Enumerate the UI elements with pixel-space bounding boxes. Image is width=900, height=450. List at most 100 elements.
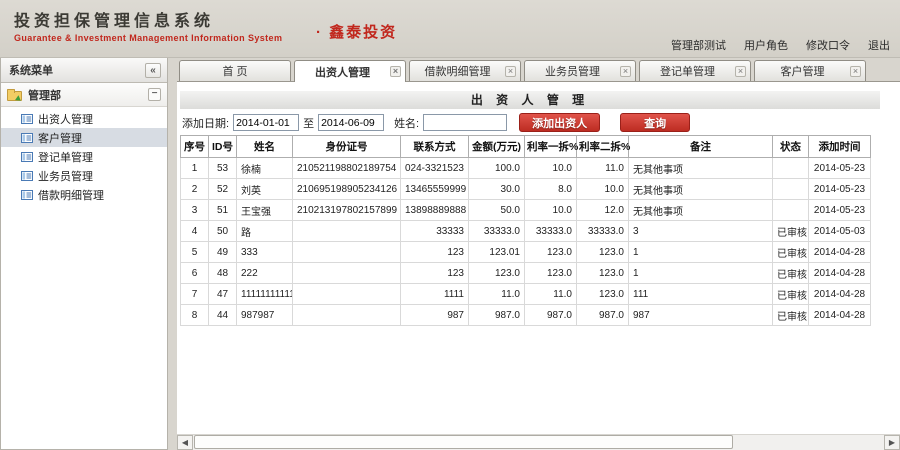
cell: 3 — [180, 199, 209, 221]
cell: 49 — [208, 241, 237, 263]
cell: 987.0 — [524, 304, 577, 326]
cell: 已审核 — [772, 283, 809, 305]
column-header: 身份证号 — [292, 135, 401, 158]
scroll-left-icon[interactable]: ◀ — [177, 435, 193, 450]
cell: 2014-05-23 — [808, 199, 871, 221]
sidebar-item-0[interactable]: 出资人管理 — [1, 109, 167, 128]
tab-label: 登记单管理 — [660, 66, 715, 78]
column-header: 添加时间 — [808, 135, 871, 158]
cell: 2014-05-03 — [808, 220, 871, 242]
sidebar-title: 系统菜单 — [9, 65, 53, 77]
cell: 30.0 — [468, 178, 525, 200]
table-row[interactable]: 6 48 222 123 123.0 123.0 123.0 1 已审核 2014-04-28 — [180, 262, 871, 284]
cell: 10.0 — [576, 178, 629, 200]
app-title: 投资担保管理信息系统 — [14, 13, 215, 30]
cell: 33333.0 — [468, 220, 525, 242]
tab-5[interactable]: 客户管理 × — [754, 60, 866, 81]
cell: 无其他事项 — [628, 178, 773, 200]
cell: 3 — [628, 220, 773, 242]
sidebar-group-header[interactable]: 管理部 − — [1, 83, 167, 107]
add-investor-button[interactable]: 添加出资人 — [519, 113, 601, 132]
cell: 123 — [400, 241, 469, 263]
sidebar-item-label: 客户管理 — [38, 132, 82, 145]
tab-2[interactable]: 借款明细管理 × — [409, 60, 521, 81]
list-icon — [21, 151, 33, 163]
cell: 123.01 — [468, 241, 525, 263]
user-link-0[interactable]: 管理部测试 — [671, 40, 726, 52]
cell: 33333.0 — [524, 220, 577, 242]
cell: 222 — [236, 262, 293, 284]
name-input[interactable] — [423, 114, 508, 131]
cell: 51 — [208, 199, 237, 221]
date-from-input[interactable] — [233, 114, 300, 131]
cell: 987987 — [236, 304, 293, 326]
cell: 11.0 — [576, 157, 629, 179]
tab-4[interactable]: 登记单管理 × — [639, 60, 751, 81]
column-header: 金额(万元) — [468, 135, 525, 158]
tab-close-icon[interactable]: × — [505, 65, 516, 77]
query-button[interactable]: 查询 — [620, 113, 691, 132]
sidebar-item-2[interactable]: 登记单管理 — [1, 147, 167, 166]
date-to-input[interactable] — [318, 114, 385, 131]
collapse-minus-icon[interactable]: − — [148, 88, 161, 101]
cell: 刘英 — [236, 178, 293, 200]
tab-0[interactable]: 首 页 — [179, 60, 291, 81]
cell: 11.0 — [468, 283, 525, 305]
scrollbar-track[interactable] — [193, 435, 884, 450]
cell: 123 — [400, 262, 469, 284]
cell — [292, 220, 401, 242]
tab-close-icon[interactable]: × — [735, 65, 746, 77]
cell: 8 — [180, 304, 209, 326]
sidebar-item-label: 业务员管理 — [38, 170, 93, 183]
tab-1[interactable]: 出资人管理 × — [294, 60, 406, 82]
tab-3[interactable]: 业务员管理 × — [524, 60, 636, 81]
list-icon — [21, 113, 33, 125]
column-header: 利率二拆% — [576, 135, 630, 158]
tab-close-icon[interactable]: × — [850, 65, 861, 77]
cell: 333 — [236, 241, 293, 263]
sidebar-item-1[interactable]: 客户管理 — [1, 128, 167, 147]
table-row[interactable]: 8 44 987987 987 987.0 987.0 987.0 987 已审核 2014-04… — [180, 304, 871, 326]
filter-bar: 添加日期: 至 姓名: 添加出资人 查询 — [180, 109, 880, 135]
user-link-3[interactable]: 退出 — [868, 40, 890, 52]
cell: 已审核 — [772, 304, 809, 326]
sidebar-item-4[interactable]: 借款明细管理 — [1, 185, 167, 204]
scroll-right-icon[interactable]: ▶ — [884, 435, 900, 450]
cell: 53 — [208, 157, 237, 179]
cell: 13465559999 — [400, 178, 469, 200]
name-label: 姓名: — [394, 117, 420, 130]
cell: 024-3321523 — [400, 157, 469, 179]
user-link-2[interactable]: 修改口令 — [806, 40, 850, 52]
cell: 王宝强 — [236, 199, 293, 221]
cell: 123.0 — [576, 262, 629, 284]
cell: 5 — [180, 241, 209, 263]
tab-close-icon[interactable]: × — [620, 65, 631, 77]
cell — [292, 283, 401, 305]
cell: 50 — [208, 220, 237, 242]
sidebar-item-3[interactable]: 业务员管理 — [1, 166, 167, 185]
horizontal-scrollbar[interactable]: ◀ ▶ — [177, 434, 900, 450]
table-row[interactable]: 7 47 11111111111 1111 11.0 11.0 123.0 111 已审核 201… — [180, 283, 871, 305]
cell: 123.0 — [524, 262, 577, 284]
scrollbar-thumb[interactable] — [194, 435, 733, 449]
table-row[interactable]: 5 49 333 123 123.01 123.0 123.0 1 已审核 2014-04-28 — [180, 241, 871, 263]
sidebar-collapse-icon[interactable]: « — [145, 62, 161, 78]
cell: 210521198802189754 — [292, 157, 401, 179]
investor-panel: 出 资 人 管 理 添加日期: 至 姓名: 添加出资人 查询 序号ID号姓名身份… — [177, 82, 900, 450]
table-row[interactable]: 2 52 刘英 210695198905234126 13465559999 30.0 8.… — [180, 178, 871, 200]
cell: 123.0 — [524, 241, 577, 263]
cell: 123.0 — [576, 241, 629, 263]
table-row[interactable]: 4 50 路 33333 33333.0 33333.0 33333.0 3 已审核 2014-0… — [180, 220, 871, 242]
list-icon — [21, 189, 33, 201]
cell: 13898889888 — [400, 199, 469, 221]
tab-close-icon[interactable]: × — [390, 66, 401, 77]
tab-strip: 首 页 出资人管理 × 借款明细管理 × 业务员管理 × 登记单管理 × 客户管理 × — [177, 58, 900, 82]
tab-label: 业务员管理 — [545, 66, 600, 78]
column-header: 序号 — [180, 135, 209, 158]
user-link-1[interactable]: 用户角色 — [744, 40, 788, 52]
table-row[interactable]: 3 51 王宝强 210213197802157899 13898889888 50.0 1… — [180, 199, 871, 221]
column-header: ID号 — [208, 135, 237, 158]
table-row[interactable]: 1 53 徐楠 210521198802189754 024-3321523 100.0 1… — [180, 157, 871, 179]
sidebar-splitter[interactable] — [168, 58, 177, 450]
cell — [772, 178, 809, 200]
